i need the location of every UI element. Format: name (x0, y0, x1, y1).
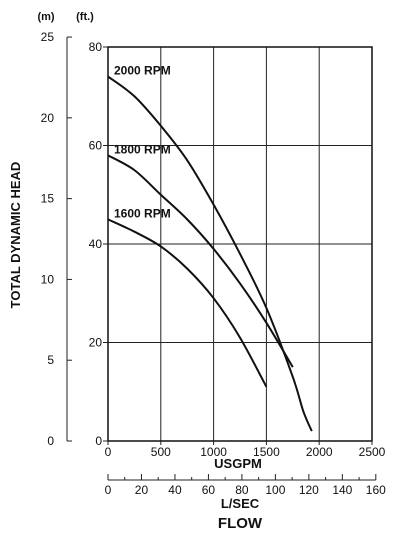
lsec-tick-label: 80 (235, 483, 249, 497)
left-y-unit-label: (m) (37, 11, 54, 23)
series-label-1600-rpm: 1600 RPM (114, 206, 171, 220)
lsec-tick-label: 120 (299, 483, 319, 497)
meter-tick-label: 10 (41, 272, 55, 286)
series-label-2000-rpm: 2000 RPM (114, 64, 171, 78)
x-axis-lsec: 0 20 40 60 80 100 120 140 160 (105, 474, 386, 497)
usgpm-tick-label: 500 (151, 445, 171, 459)
flow-title: FLOW (218, 515, 263, 532)
usgpm-tick-label: 2500 (359, 445, 386, 459)
usgpm-tick-label: 2000 (306, 445, 333, 459)
x-axis-usgpm: 0 500 1000 1500 2000 2500 (105, 441, 386, 459)
lsec-tick-label: 100 (265, 483, 285, 497)
curve-1600-rpm (107, 218, 268, 388)
meter-tick-label: 5 (47, 353, 54, 367)
lsec-tick-label: 60 (202, 483, 216, 497)
lsec-tick-label: 0 (105, 483, 112, 497)
meter-tick-label: 25 (41, 30, 55, 44)
usgpm-tick-label: 1500 (253, 445, 280, 459)
ft-tick-label: 0 (95, 434, 102, 448)
ft-tick-label: 20 (89, 336, 103, 350)
left-y-axis: 0 5 10 15 20 25 (41, 30, 72, 448)
lsec-tick-label: 140 (332, 483, 352, 497)
meter-tick-label: 15 (41, 192, 55, 206)
usgpm-tick-label: 0 (105, 445, 112, 459)
right-y-axis-ticks: 0 20 40 60 80 (89, 40, 108, 448)
lsec-tick-label: 20 (135, 483, 149, 497)
right-y-unit-label: (ft.) (76, 11, 94, 23)
ft-tick-label: 40 (89, 237, 103, 251)
ft-tick-label: 60 (89, 139, 103, 153)
meter-tick-label: 20 (41, 111, 55, 125)
ft-tick-label: 80 (89, 40, 103, 54)
meter-tick-label: 0 (47, 434, 54, 448)
series-label-1800-rpm: 1800 RPM (114, 142, 171, 156)
curve-1800-rpm (107, 154, 294, 368)
x-axis-title-usgpm: USGPM (214, 456, 262, 471)
pump-curves: 2000 RPM 1800 RPM 1600 RPM (107, 64, 313, 432)
curve-2000-rpm (107, 75, 313, 432)
y-axis-title: TOTAL DYNAMIC HEAD (8, 162, 23, 309)
lsec-tick-label: 40 (168, 483, 182, 497)
lsec-tick-label: 160 (366, 483, 386, 497)
x-axis-title-lsec: L/SEC (221, 496, 260, 511)
chart-grid (107, 46, 373, 442)
usgpm-tick-label: 1000 (200, 445, 227, 459)
